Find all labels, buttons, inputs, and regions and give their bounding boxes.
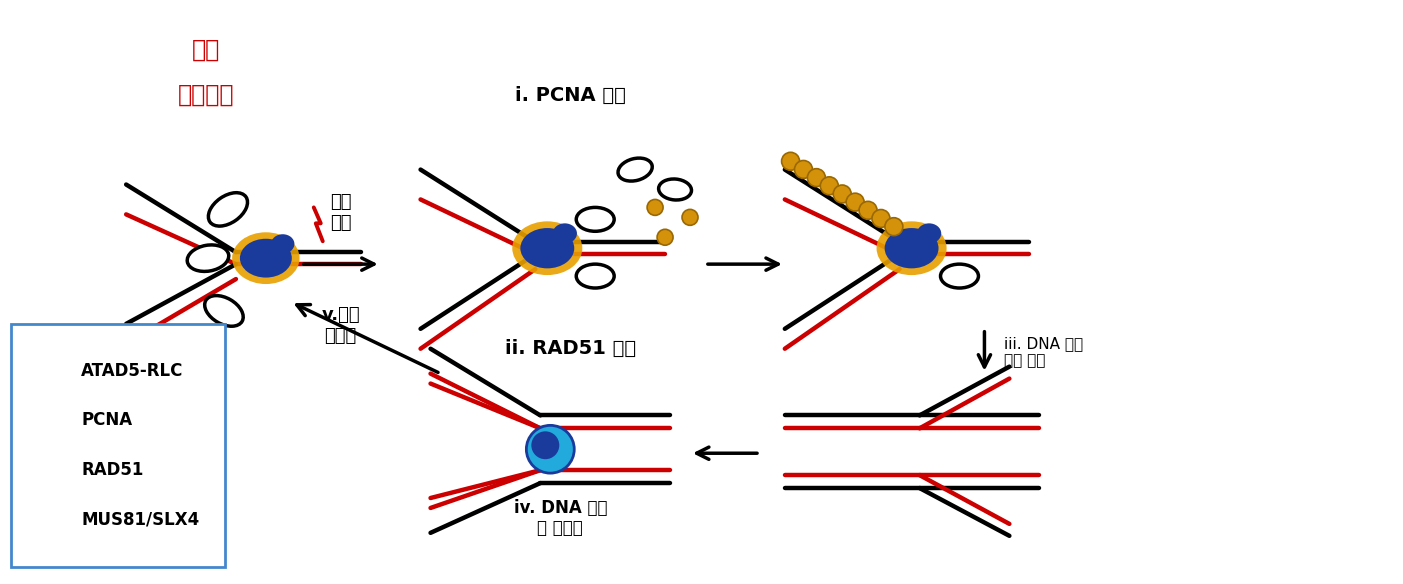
Ellipse shape [833, 185, 852, 203]
Ellipse shape [577, 207, 615, 231]
FancyBboxPatch shape [11, 324, 224, 566]
Text: MUS81/SLX4: MUS81/SLX4 [81, 511, 199, 529]
Ellipse shape [24, 408, 62, 432]
Ellipse shape [657, 230, 673, 245]
Text: 복제: 복제 [192, 38, 220, 62]
Ellipse shape [647, 200, 664, 215]
Ellipse shape [807, 169, 825, 186]
Ellipse shape [512, 221, 582, 275]
Ellipse shape [231, 232, 300, 284]
Text: ii. RAD51 소집: ii. RAD51 소집 [505, 339, 636, 358]
Ellipse shape [577, 264, 615, 288]
Ellipse shape [859, 201, 877, 219]
Ellipse shape [271, 234, 295, 253]
Ellipse shape [205, 296, 243, 326]
Ellipse shape [940, 264, 978, 288]
Ellipse shape [46, 354, 63, 367]
Ellipse shape [619, 158, 652, 181]
Ellipse shape [187, 245, 229, 272]
Ellipse shape [43, 467, 58, 481]
Text: i. PCNA 분리: i. PCNA 분리 [515, 85, 626, 105]
Ellipse shape [877, 221, 947, 275]
Text: 스트레스: 스트레스 [178, 83, 234, 107]
Text: RAD51: RAD51 [81, 461, 143, 479]
Ellipse shape [20, 353, 67, 388]
Text: iii. DNA 구조
변화 유도: iii. DNA 구조 변화 유도 [1005, 336, 1083, 368]
Ellipse shape [885, 218, 904, 235]
Ellipse shape [794, 161, 812, 178]
Text: ATAD5-RLC: ATAD5-RLC [81, 361, 184, 380]
Text: 복제
중지: 복제 중지 [330, 193, 352, 232]
Ellipse shape [658, 179, 692, 200]
Ellipse shape [29, 506, 51, 527]
Ellipse shape [846, 193, 864, 211]
Ellipse shape [821, 177, 838, 194]
Ellipse shape [873, 210, 890, 227]
Ellipse shape [526, 425, 574, 473]
Ellipse shape [27, 461, 45, 479]
Text: v.복제
재시작: v.복제 재시작 [321, 307, 361, 345]
Text: iv. DNA 절단
및 재조합: iv. DNA 절단 및 재조합 [513, 499, 607, 537]
Ellipse shape [682, 210, 699, 225]
Ellipse shape [781, 152, 800, 170]
Ellipse shape [885, 228, 939, 269]
Ellipse shape [25, 357, 62, 384]
Text: PCNA: PCNA [81, 411, 132, 429]
Ellipse shape [240, 239, 292, 277]
Ellipse shape [532, 432, 560, 459]
Ellipse shape [521, 228, 574, 269]
Ellipse shape [209, 193, 247, 226]
Ellipse shape [25, 502, 62, 538]
Ellipse shape [918, 223, 941, 244]
Ellipse shape [553, 223, 577, 244]
